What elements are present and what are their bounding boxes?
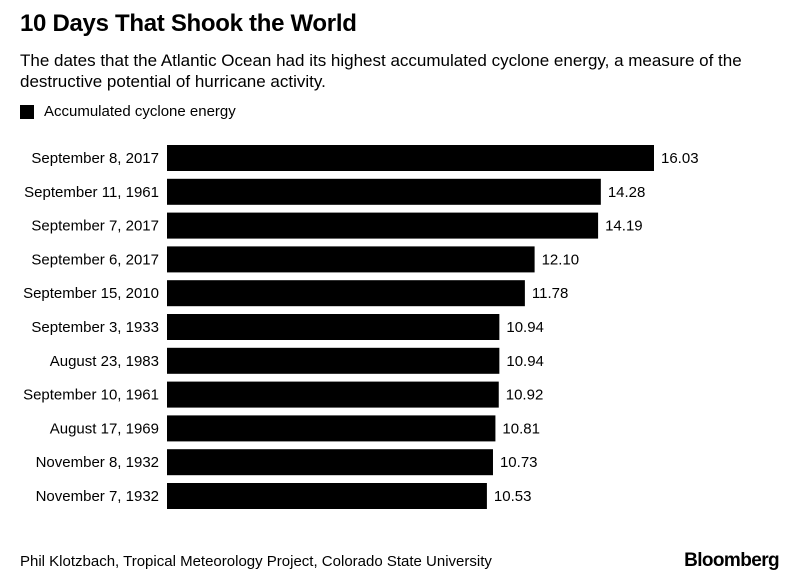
data-label: 16.03: [661, 150, 699, 167]
data-label: 10.94: [506, 353, 544, 370]
data-label: 10.92: [506, 387, 544, 404]
bar-chart: September 8, 2017 16.03 September 11, 1961…: [23, 145, 699, 509]
category-label: September 8, 2017: [31, 150, 159, 167]
chart-title: 10 Days That Shook the World: [20, 10, 357, 37]
category-label: November 8, 1932: [36, 454, 159, 471]
bar: [167, 483, 487, 509]
category-label: September 10, 1961: [23, 387, 159, 404]
source-note: Phil Klotzbach, Tropical Meteorology Pro…: [20, 553, 492, 570]
category-label: August 17, 1969: [50, 420, 159, 437]
data-label: 12.10: [542, 251, 580, 268]
bar: [167, 178, 601, 205]
category-label: September 15, 2010: [23, 285, 159, 302]
category-label: September 6, 2017: [31, 251, 159, 268]
bar: [167, 449, 493, 476]
bar: [167, 212, 599, 239]
bar: [167, 280, 525, 307]
chart-legend: Accumulated cyclone energy: [20, 103, 236, 120]
legend-swatch: [20, 104, 34, 119]
legend-label: Accumulated cyclone energy: [44, 103, 236, 120]
category-label: September 3, 1933: [31, 319, 159, 336]
bar: [167, 145, 654, 171]
data-label: 10.53: [494, 488, 532, 505]
bar: [167, 246, 535, 273]
chart-subtitle: The dates that the Atlantic Ocean had it…: [20, 51, 742, 91]
data-label: 10.73: [500, 454, 538, 471]
bar: [167, 347, 500, 374]
category-label: September 7, 2017: [31, 218, 159, 235]
data-label: 10.94: [506, 319, 544, 336]
data-label: 11.78: [532, 285, 568, 302]
data-label: 10.81: [502, 420, 540, 437]
data-label: 14.19: [605, 218, 643, 235]
bloomberg-logo: Bloomberg: [684, 550, 779, 571]
data-label: 14.28: [608, 184, 646, 201]
category-label: September 11, 1961: [24, 184, 159, 201]
category-label: November 7, 1932: [36, 488, 159, 505]
category-label: August 23, 1983: [50, 353, 159, 370]
bar: [167, 314, 500, 340]
bar: [167, 415, 496, 442]
bar: [167, 381, 499, 408]
